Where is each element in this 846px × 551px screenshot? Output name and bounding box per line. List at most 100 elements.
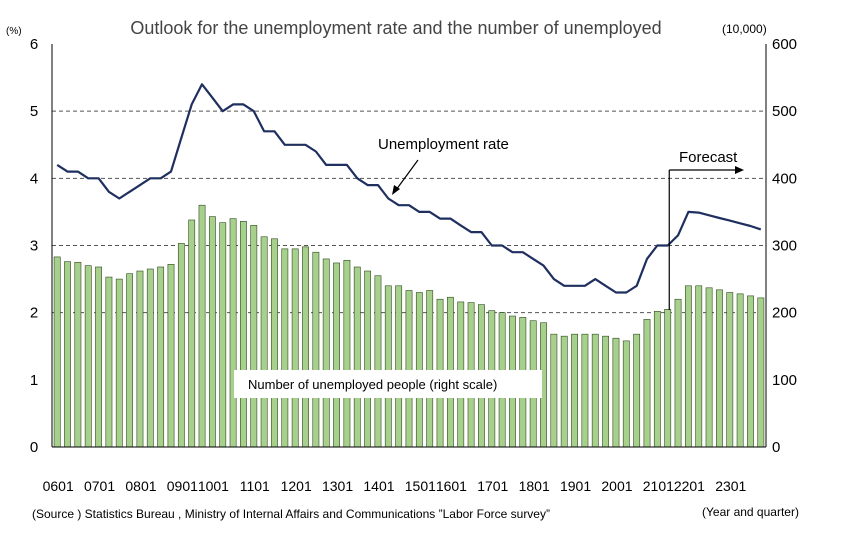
bar xyxy=(581,333,589,448)
bar xyxy=(291,248,299,448)
forecast-arrowhead xyxy=(735,166,744,174)
axes: 0 1 2 3 4 5 6 0 100 200 300 400 500 600 0601 0701 0801 09… xyxy=(30,36,797,494)
bar xyxy=(364,270,372,448)
bar xyxy=(167,264,175,448)
right-tick-label: 100 xyxy=(772,372,797,389)
x-tick-label: 0801 xyxy=(125,478,156,494)
left-tick-label: 2 xyxy=(30,305,38,322)
x-tick-label: 1501 xyxy=(405,478,436,494)
bar xyxy=(571,333,578,448)
bar xyxy=(664,309,672,448)
right-tick-label: 500 xyxy=(772,103,797,120)
bar xyxy=(353,266,361,448)
bar-series xyxy=(53,204,765,448)
bar xyxy=(250,225,258,448)
x-tick-label: 2101 xyxy=(643,478,674,494)
bar xyxy=(591,333,599,448)
annotations: Number of unemployed people (right scale… xyxy=(234,136,744,398)
x-tick-label: 1001 xyxy=(198,478,229,494)
bar xyxy=(633,333,641,448)
bar xyxy=(95,266,102,448)
bar xyxy=(84,265,92,448)
bar xyxy=(198,204,206,448)
right-axis-unit: (10,000) xyxy=(722,22,767,36)
chart-title: Outlook for the unemployment rate and th… xyxy=(130,18,661,38)
bar xyxy=(322,258,330,448)
bar xyxy=(395,285,403,448)
left-tick-label: 0 xyxy=(30,439,38,456)
bar xyxy=(208,216,216,448)
bar xyxy=(126,273,134,448)
x-tick-label: 1901 xyxy=(560,478,591,494)
x-tick-label: 0901 xyxy=(167,478,198,494)
bar-label-box xyxy=(234,370,542,398)
left-tick-label: 3 xyxy=(30,238,38,255)
right-tick-label: 0 xyxy=(772,439,780,456)
bar xyxy=(302,246,309,448)
bar xyxy=(177,243,185,448)
bar xyxy=(105,276,113,448)
x-tick-label: 1701 xyxy=(477,478,508,494)
x-tick-label: 1801 xyxy=(519,478,550,494)
bar xyxy=(415,292,423,448)
bar xyxy=(260,236,268,448)
bar xyxy=(716,289,723,448)
x-tick-label: 2301 xyxy=(715,478,746,494)
left-tick-label: 6 xyxy=(30,36,38,53)
bar xyxy=(384,285,392,448)
bar xyxy=(405,290,413,448)
rate-pointer-line xyxy=(395,159,419,191)
x-axis-label: (Year and quarter) xyxy=(702,505,799,519)
x-tick-label: 1301 xyxy=(322,478,353,494)
bar xyxy=(219,222,227,448)
x-tick-label: 1401 xyxy=(363,478,394,494)
bar xyxy=(643,319,651,448)
unemployment-rate-line xyxy=(56,83,762,294)
x-tick-label: 2201 xyxy=(674,478,705,494)
x-tick-label: 1601 xyxy=(436,478,467,494)
bar xyxy=(74,261,82,448)
right-tick-label: 400 xyxy=(772,170,797,187)
left-axis-unit: (%) xyxy=(6,26,22,37)
right-tick-label: 600 xyxy=(772,36,797,53)
x-tick-label: 2001 xyxy=(601,478,632,494)
left-tick-label: 5 xyxy=(30,103,38,120)
rate-series-label: Unemployment rate xyxy=(378,136,509,153)
bar xyxy=(736,293,744,448)
bar xyxy=(550,333,558,448)
source-note: (Source ) Statistics Bureau , Ministry o… xyxy=(32,507,550,521)
bar xyxy=(271,238,278,448)
right-tick-label: 200 xyxy=(772,305,797,322)
left-tick-label: 4 xyxy=(30,170,38,187)
bar xyxy=(726,292,734,448)
bar xyxy=(757,297,765,448)
bar xyxy=(64,261,71,448)
bar xyxy=(333,262,340,448)
x-tick-label: 1101 xyxy=(240,478,270,494)
x-tick-label: 1201 xyxy=(281,478,312,494)
bar xyxy=(747,295,754,448)
bar xyxy=(343,259,351,448)
bar xyxy=(157,266,165,448)
bar xyxy=(653,311,661,448)
left-tick-label: 1 xyxy=(30,372,38,389)
bar xyxy=(695,285,703,448)
bar xyxy=(560,335,568,448)
bar xyxy=(188,219,196,448)
bar xyxy=(374,275,382,448)
bar xyxy=(229,218,237,448)
bar xyxy=(684,285,692,448)
bar xyxy=(426,290,434,448)
bar xyxy=(705,287,713,448)
bar xyxy=(53,256,61,448)
bar xyxy=(115,278,123,448)
bar xyxy=(674,298,682,448)
bar xyxy=(240,221,247,448)
bar xyxy=(612,337,620,448)
line-series xyxy=(56,83,762,294)
bar-series-label: Number of unemployed people (right scale… xyxy=(248,377,497,392)
bar xyxy=(146,268,154,448)
bar xyxy=(602,335,610,448)
